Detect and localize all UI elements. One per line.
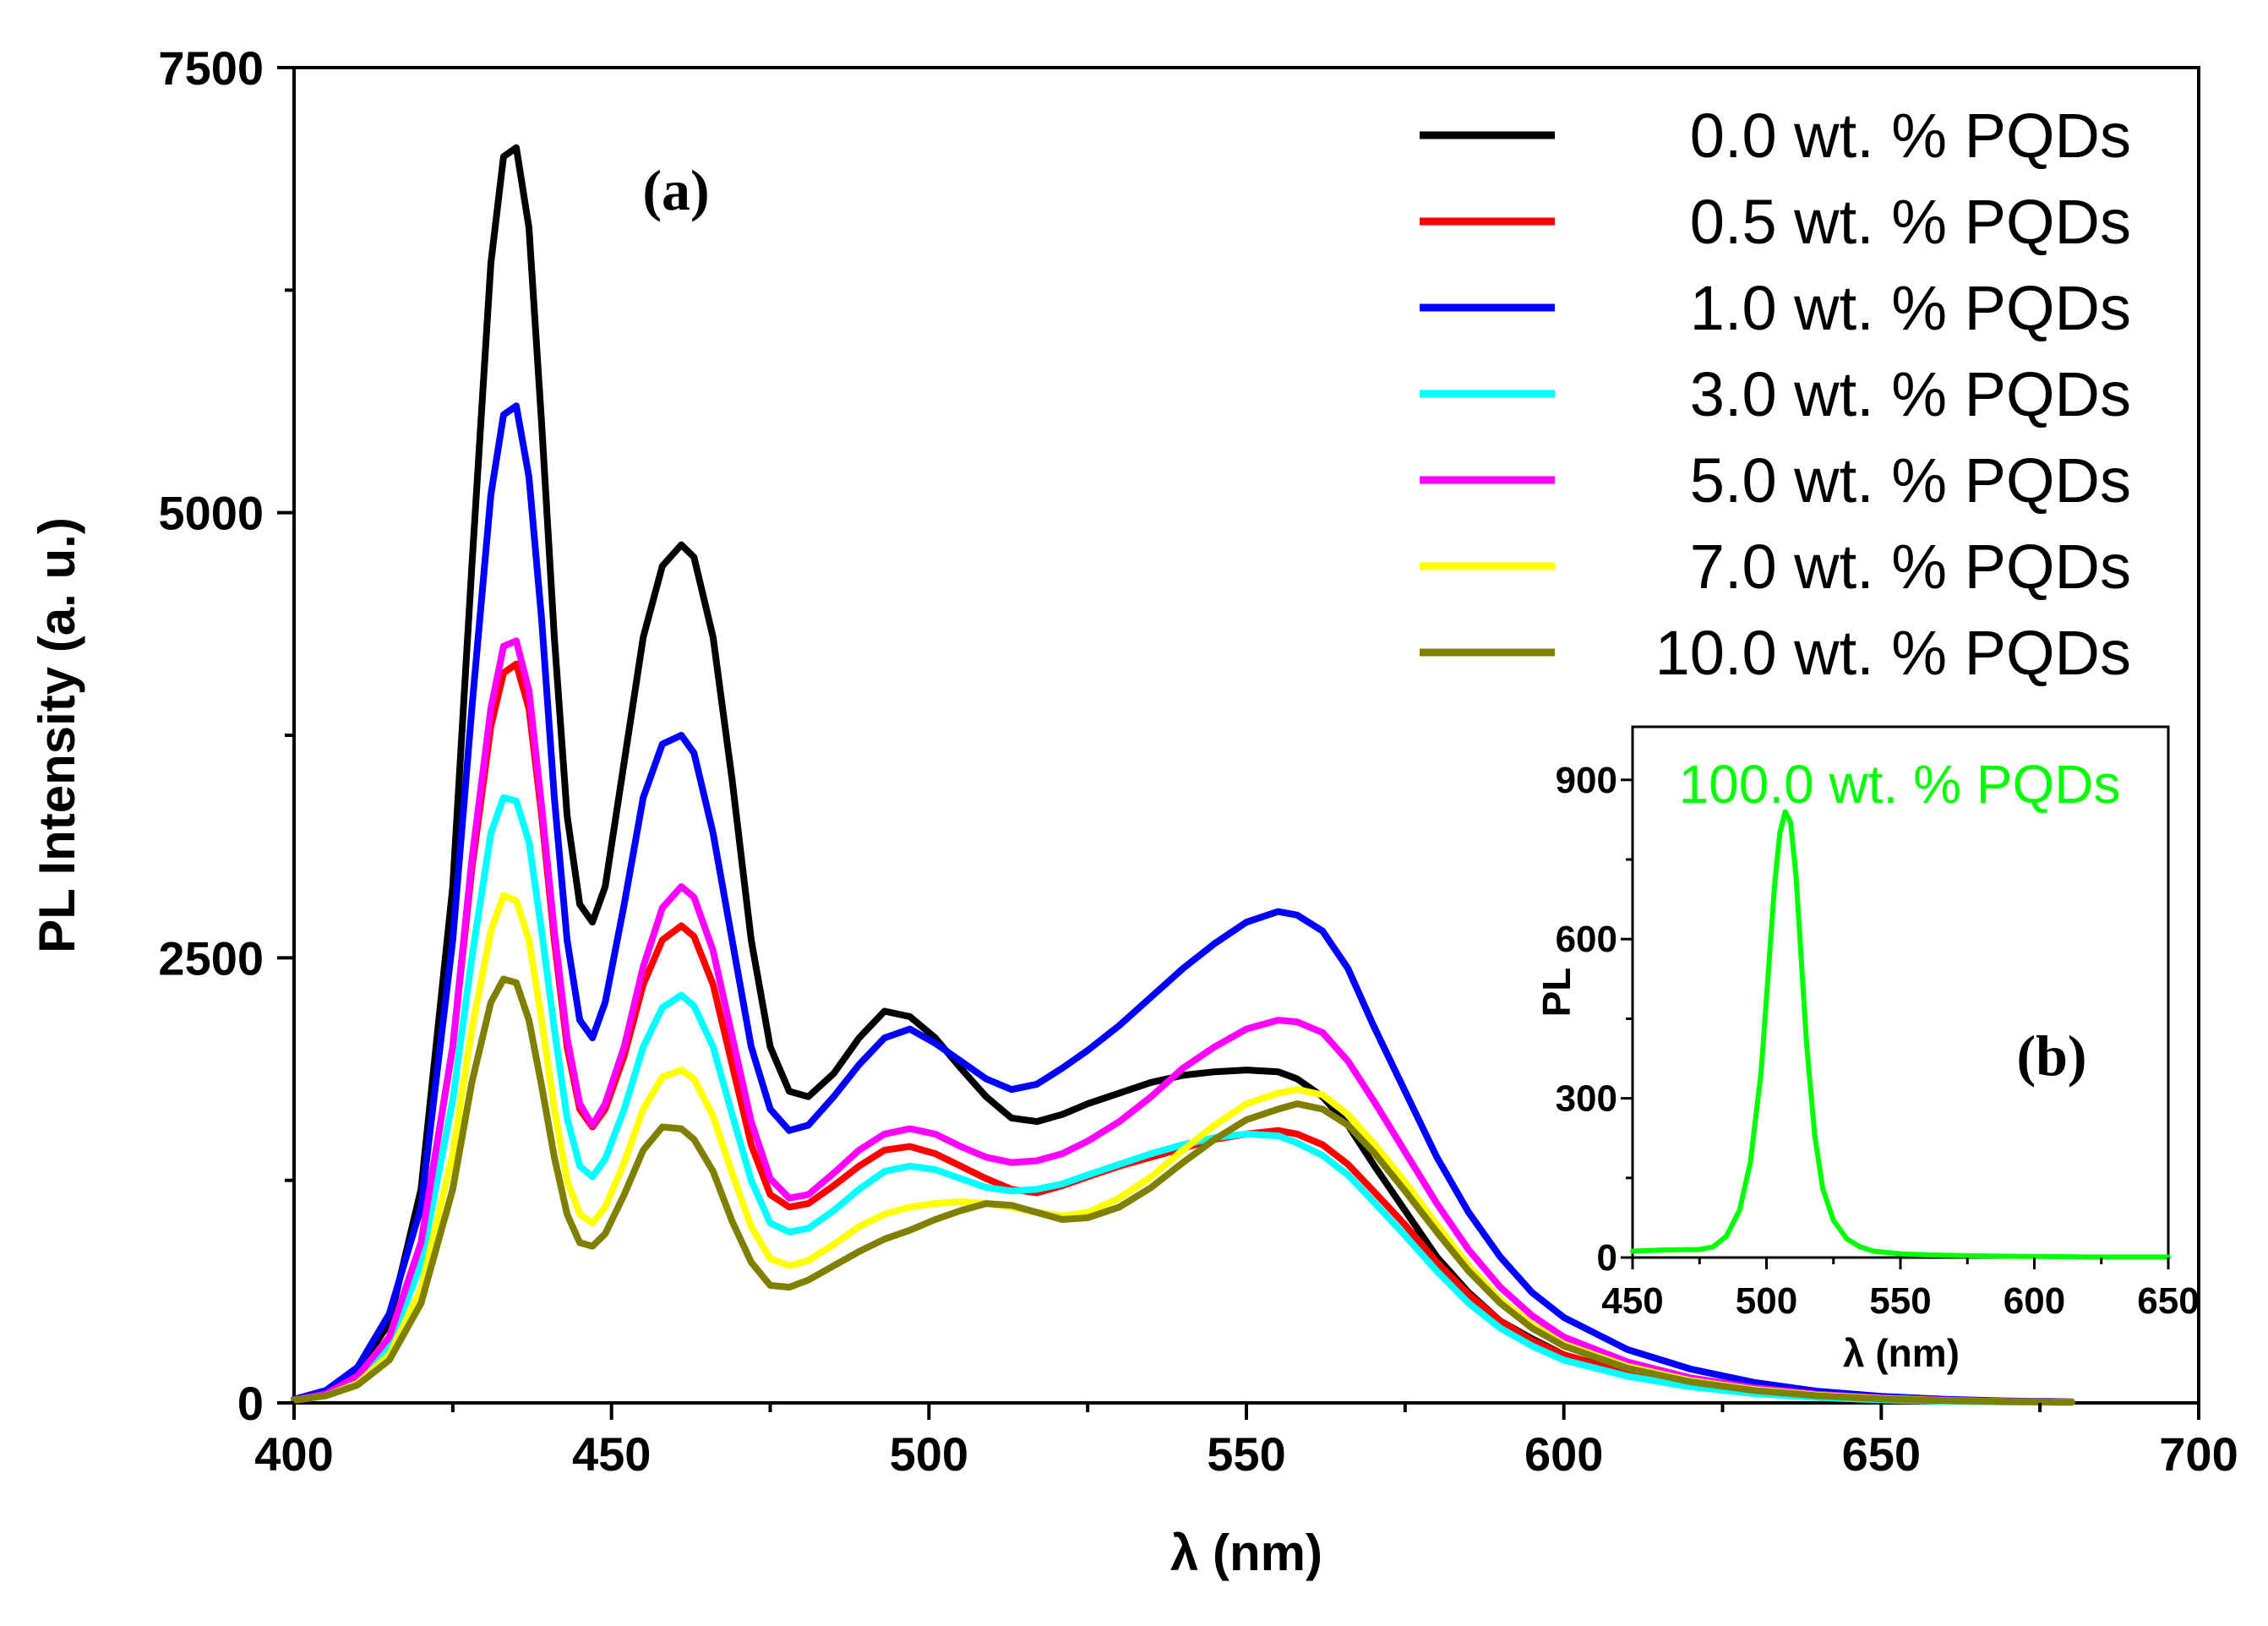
main-legend: 0.0 wt. % PQDs 0.5 wt. % PQDs 1.0 wt. % PQ… xyxy=(1420,101,2131,688)
main-x-tick-label: 700 xyxy=(2159,1427,2238,1481)
legend-label-4: 5.0 wt. % PQDs xyxy=(1690,445,2131,516)
inset-y-axis-title: PL xyxy=(1535,968,1578,1018)
inset-chart: 450 500 550 600 650 0 300 600 900 100.0 wt. % PQ… xyxy=(1535,725,2200,1375)
main-x-tick-label: 450 xyxy=(572,1427,651,1481)
inset-x-tick-label: 450 xyxy=(1601,1280,1663,1322)
inset-y-tick-label: 600 xyxy=(1556,919,1617,960)
main-y-axis-title: PL Intensity (a. u.) xyxy=(29,517,85,953)
main-y-tick-label: 5000 xyxy=(158,487,264,540)
inset-y-tick-label: 900 xyxy=(1556,760,1617,801)
inset-panel-label: (b) xyxy=(2016,1023,2086,1088)
legend-label-2: 1.0 wt. % PQDs xyxy=(1690,273,2131,343)
inset-y-tick-label: 300 xyxy=(1556,1078,1617,1120)
main-x-tick-label: 500 xyxy=(890,1427,968,1481)
main-x-tick-label: 650 xyxy=(1842,1427,1921,1481)
inset-x-axis-title: λ (nm) xyxy=(1843,1331,1960,1375)
main-x-tick-label: 550 xyxy=(1207,1427,1285,1481)
inset-legend-label: 100.0 wt. % PQDs xyxy=(1679,754,2121,815)
main-x-tick-label: 600 xyxy=(1524,1427,1603,1481)
inset-background xyxy=(1633,727,2168,1258)
inset-x-tick-label: 550 xyxy=(1869,1280,1931,1322)
legend-label-3: 3.0 wt. % PQDs xyxy=(1690,359,2131,429)
main-panel-label: (a) xyxy=(642,158,709,222)
main-series-line-2 xyxy=(291,402,2075,1405)
main-x-axis-title: λ (nm) xyxy=(1170,1525,1322,1581)
main-y-tick-label: 2500 xyxy=(158,931,264,985)
legend-label-1: 0.5 wt. % PQDs xyxy=(1690,187,2131,257)
inset-x-tick-label: 500 xyxy=(1736,1280,1797,1322)
main-y-tick-label: 7500 xyxy=(158,41,264,95)
inset-series-line-0 xyxy=(1630,809,2171,1260)
inset-axes: 450 500 550 600 650 0 300 600 900 xyxy=(1556,760,2200,1322)
main-series-line-3 xyxy=(291,794,2075,1406)
legend-label-6: 10.0 wt. % PQDs xyxy=(1655,618,2131,688)
inset-y-tick-label: 0 xyxy=(1597,1237,1617,1279)
inset-x-tick-label: 650 xyxy=(2137,1280,2199,1322)
main-x-tick-label: 400 xyxy=(254,1427,333,1481)
main-series-line-6 xyxy=(291,975,2075,1406)
main-series-line-4 xyxy=(291,637,2075,1406)
legend-label-0: 0.0 wt. % PQDs xyxy=(1690,101,2131,171)
main-y-tick-label: 0 xyxy=(237,1377,264,1430)
legend-label-5: 7.0 wt. % PQDs xyxy=(1690,532,2131,602)
inset-series-group xyxy=(1630,809,2171,1260)
main-series-group xyxy=(291,144,2075,1406)
inset-x-tick-label: 600 xyxy=(2004,1280,2065,1322)
